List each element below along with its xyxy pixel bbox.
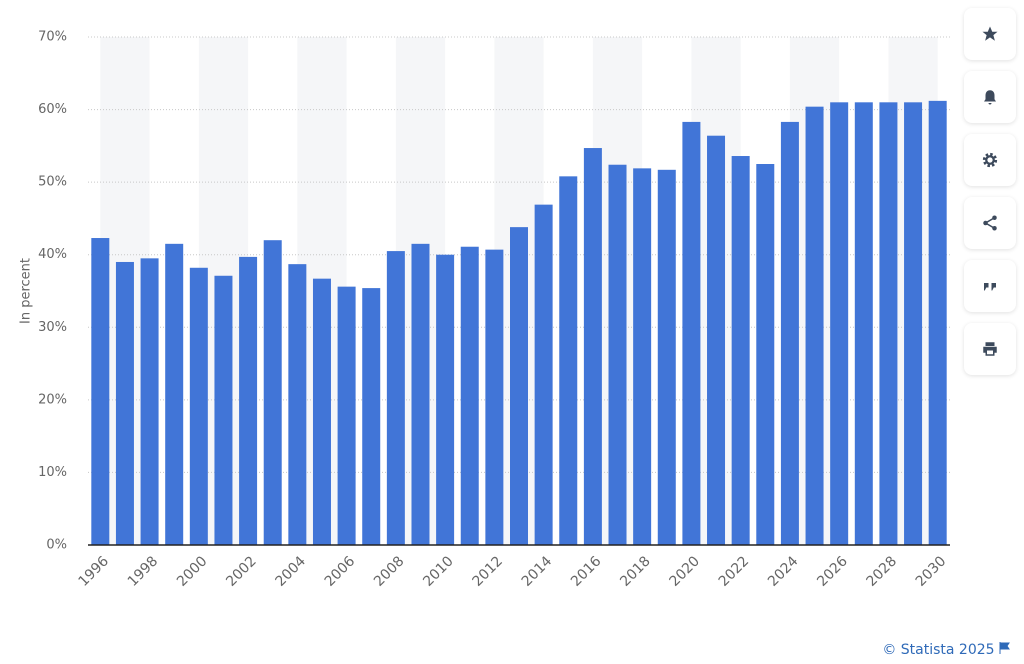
y-tick-label: 40% bbox=[38, 247, 67, 262]
y-tick-label: 20% bbox=[38, 392, 67, 407]
icon bbox=[983, 342, 997, 356]
x-tick-label: 2012 bbox=[470, 553, 507, 590]
bar bbox=[805, 106, 824, 545]
bar bbox=[904, 102, 923, 546]
credit-text: © Statista 2025 bbox=[882, 642, 995, 658]
y-tick-label: 10% bbox=[38, 465, 67, 480]
x-tick-label: 2028 bbox=[864, 553, 901, 590]
x-tick-label: 2018 bbox=[617, 553, 654, 590]
icon bbox=[984, 283, 996, 291]
x-tick-label: 2010 bbox=[420, 553, 457, 590]
share-button[interactable] bbox=[964, 197, 1016, 249]
bar bbox=[189, 267, 208, 545]
bar bbox=[583, 148, 602, 545]
bar bbox=[830, 102, 849, 546]
bar bbox=[510, 227, 528, 545]
bar bbox=[140, 258, 159, 545]
bar bbox=[707, 135, 726, 545]
y-tick-label: 60% bbox=[38, 102, 67, 117]
y-tick-label: 70% bbox=[38, 30, 67, 45]
y-axis-label: In percent bbox=[19, 258, 34, 324]
x-tick-label: 1998 bbox=[125, 553, 162, 590]
x-tick-label: 1996 bbox=[75, 553, 112, 590]
x-tick-label: 2006 bbox=[322, 553, 359, 590]
bar bbox=[879, 102, 898, 546]
bar bbox=[362, 288, 381, 545]
bar bbox=[91, 238, 110, 545]
bar bbox=[608, 164, 627, 545]
alert-button[interactable] bbox=[964, 71, 1016, 123]
icon bbox=[982, 26, 998, 41]
bar bbox=[165, 243, 184, 546]
bar bbox=[657, 169, 676, 545]
bar bbox=[411, 243, 430, 546]
y-tick-label: 50% bbox=[38, 175, 67, 190]
bar bbox=[731, 156, 750, 545]
icon bbox=[984, 90, 996, 105]
bar bbox=[756, 164, 775, 545]
flag-icon bbox=[999, 642, 1010, 654]
bar bbox=[115, 261, 134, 545]
bar bbox=[534, 204, 553, 545]
x-tick-label: 2002 bbox=[223, 553, 260, 590]
x-tick-label: 2000 bbox=[174, 553, 211, 590]
bar bbox=[386, 251, 405, 546]
bar bbox=[312, 278, 331, 545]
x-tick-label: 2014 bbox=[519, 553, 556, 590]
bar bbox=[436, 254, 455, 545]
x-tick-label: 2020 bbox=[667, 553, 704, 590]
bar bbox=[633, 168, 652, 545]
print-button[interactable] bbox=[964, 323, 1016, 375]
cite-button[interactable] bbox=[964, 260, 1016, 312]
x-tick-label: 2026 bbox=[814, 553, 851, 590]
bar bbox=[288, 264, 307, 545]
y-tick-label: 0% bbox=[46, 538, 67, 553]
credit: © Statista 2025 bbox=[882, 642, 1010, 658]
bar bbox=[928, 100, 947, 545]
icon bbox=[983, 215, 997, 231]
x-tick-label: 2016 bbox=[568, 553, 605, 590]
toolbar bbox=[964, 8, 1016, 375]
y-tick-label: 30% bbox=[38, 320, 67, 335]
x-tick-label: 2004 bbox=[272, 553, 309, 590]
bar bbox=[682, 121, 701, 545]
x-tick-label: 2022 bbox=[716, 553, 753, 590]
bar bbox=[337, 286, 356, 545]
x-tick-label: 2030 bbox=[913, 553, 950, 590]
bar bbox=[263, 240, 282, 545]
bar bbox=[485, 249, 504, 546]
bar bbox=[214, 275, 233, 545]
favorite-button[interactable] bbox=[964, 8, 1016, 60]
x-tick-label: 2008 bbox=[371, 553, 408, 590]
chart: In percent 0% 10% 20% 30% 40% 50% 60% 70% 1996 19… bbox=[19, 30, 950, 590]
x-tick-label: 2024 bbox=[765, 553, 802, 590]
icon bbox=[982, 152, 998, 168]
bar bbox=[780, 121, 799, 545]
bar bbox=[239, 256, 258, 545]
bar bbox=[460, 246, 479, 545]
settings-button[interactable] bbox=[964, 134, 1016, 186]
bar bbox=[559, 176, 578, 545]
bar bbox=[854, 102, 873, 546]
